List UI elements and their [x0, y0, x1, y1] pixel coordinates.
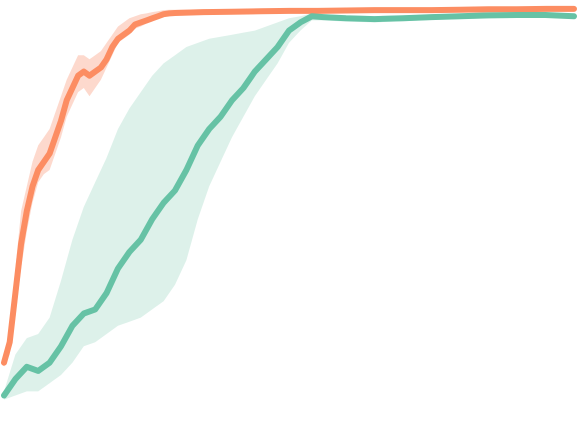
series-1-line [1, 5, 577, 366]
confidence-bands [4, 7, 574, 400]
series-2-band [4, 12, 574, 400]
series-lines [1, 5, 577, 399]
series-2-line [1, 12, 577, 399]
